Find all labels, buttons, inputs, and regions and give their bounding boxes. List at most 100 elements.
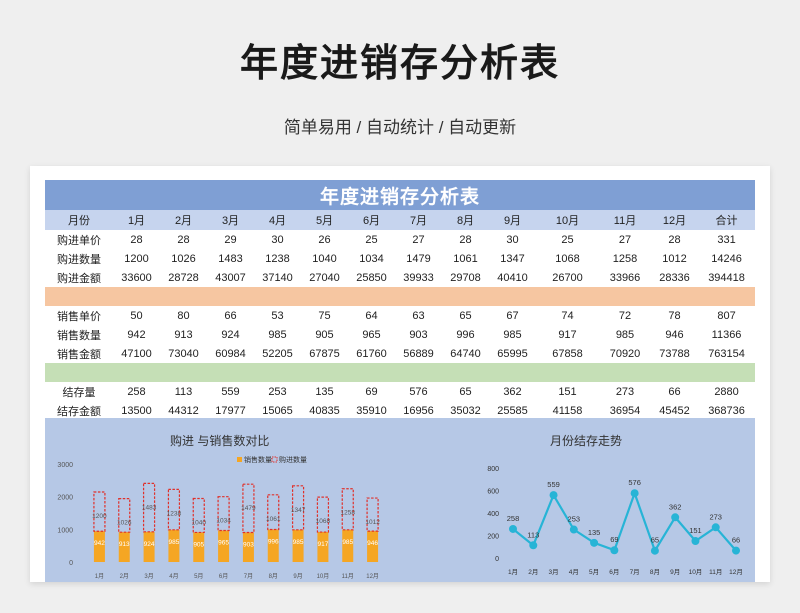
x-tick-label: 5月 xyxy=(589,568,599,576)
table-cell: 52205 xyxy=(262,347,293,360)
purchase-value-label: 1026 xyxy=(117,520,132,527)
column-header: 12月 xyxy=(651,210,698,230)
stock-value-label: 66 xyxy=(732,536,740,545)
legend-label: 购进数量 xyxy=(279,455,307,464)
purchase-value-label: 1483 xyxy=(142,504,157,511)
table-cell: 25585 xyxy=(497,404,528,417)
column-header: 11月 xyxy=(599,210,651,230)
stock-value-label: 151 xyxy=(689,526,702,535)
table-cell: 39933 xyxy=(403,271,434,284)
column-header: 8月 xyxy=(442,210,489,230)
table-cell: 913 xyxy=(174,328,193,341)
table-cell: 151 xyxy=(558,385,577,398)
x-tick-label: 1月 xyxy=(508,568,518,576)
y-tick-label: 400 xyxy=(487,511,499,518)
x-tick-label: 12月 xyxy=(729,568,743,576)
y-tick-label: 3000 xyxy=(57,462,73,469)
sales-bar xyxy=(242,532,254,562)
table-cell: 1238 xyxy=(265,252,290,265)
table-cell: 26700 xyxy=(552,271,583,284)
table-cell: 75 xyxy=(318,309,331,322)
x-tick-label: 8月 xyxy=(269,573,278,580)
column-header: 4月 xyxy=(254,210,301,230)
purchase-bar xyxy=(118,498,131,533)
sales-value-label: 985 xyxy=(168,539,179,546)
purchase-value-label: 1012 xyxy=(365,519,380,526)
table-cell: 72 xyxy=(618,309,632,322)
table-cell: 29 xyxy=(224,233,237,246)
table-cell: 368736 xyxy=(708,404,745,417)
stock-point xyxy=(711,523,720,532)
table-cell: 11366 xyxy=(711,328,742,341)
table-cell: 28 xyxy=(459,233,472,246)
x-tick-label: 3月 xyxy=(548,568,558,576)
x-tick-label: 2月 xyxy=(528,568,538,576)
table-cell: 56889 xyxy=(403,347,434,360)
y-tick-label: 2000 xyxy=(57,495,73,502)
x-tick-label: 11月 xyxy=(709,568,722,576)
stock-value-label: 258 xyxy=(507,514,520,523)
y-tick-label: 600 xyxy=(487,489,499,496)
table-cell: 946 xyxy=(665,328,684,341)
table-cell: 1034 xyxy=(359,252,384,265)
x-tick-label: 6月 xyxy=(219,573,228,580)
stock-point xyxy=(509,524,517,533)
table-cell: 942 xyxy=(127,328,146,341)
purchase-bar xyxy=(192,497,205,534)
bar-chart-svg: 0 1000 2000 3000 销售数量 购进数量 942 1200 1月 913 1026 2月 9… xyxy=(57,455,380,580)
purchase-row: 购进金额 33600 28728 43007 37140 27040 25850 39933 2… xyxy=(45,268,755,287)
purchase-sales-chart: 购进 与销售数对比 0 1000 2000 3000 销售数量 购进数量 942 1200 1月… xyxy=(45,418,400,582)
table-cell: 28336 xyxy=(659,271,690,284)
table-cell: 924 xyxy=(221,328,240,341)
stock-value-label: 576 xyxy=(628,478,641,487)
table-cell: 763154 xyxy=(708,347,745,360)
table-cell: 113 xyxy=(174,385,193,398)
table-cell: 35032 xyxy=(450,404,481,417)
purchase-value-label: 1347 xyxy=(291,507,306,514)
table-cell: 61760 xyxy=(356,347,387,360)
x-tick-label: 4月 xyxy=(569,568,579,576)
purchase-bar xyxy=(291,485,305,531)
table-cell: 66 xyxy=(668,385,681,398)
column-header: 10月 xyxy=(536,210,599,230)
legend-swatch xyxy=(237,457,242,462)
table-cell: 67 xyxy=(506,309,519,322)
y-tick-label: 200 xyxy=(487,534,499,541)
sales-bar xyxy=(218,530,230,562)
x-tick-label: 11月 xyxy=(342,573,354,580)
sales-value-label: 917 xyxy=(317,541,328,548)
table-cell: 74 xyxy=(561,309,574,322)
table-cell: 47100 xyxy=(121,347,152,360)
stock-point xyxy=(630,489,639,498)
sales-bar xyxy=(317,532,329,562)
stock-value-label: 362 xyxy=(669,502,682,511)
stock-value-label: 253 xyxy=(568,515,581,524)
row-label: 购进单价 xyxy=(57,234,101,247)
sales-bar xyxy=(267,529,279,562)
x-tick-label: 1月 xyxy=(95,573,104,580)
sales-row: 销售数量 942 913 924 985 905 965 903 996 985 917 985 946… xyxy=(45,325,755,344)
table-cell: 559 xyxy=(221,385,240,398)
table-cell: 965 xyxy=(362,328,381,341)
column-header: 1月 xyxy=(113,210,160,230)
table-cell: 917 xyxy=(558,328,577,341)
table-cell: 44312 xyxy=(168,404,199,417)
table-cell: 64740 xyxy=(450,347,481,360)
table-cell: 1026 xyxy=(171,252,196,265)
table-cell: 394418 xyxy=(708,271,745,284)
table-cell: 63 xyxy=(412,309,425,322)
row-label: 销售数量 xyxy=(57,329,101,342)
legend-swatch xyxy=(271,456,278,463)
sales-bar xyxy=(342,529,354,562)
column-header: 2月 xyxy=(160,210,207,230)
divider-cell xyxy=(45,363,756,382)
table-cell: 29708 xyxy=(450,271,481,284)
sales-bar xyxy=(93,531,105,562)
sales-value-label: 903 xyxy=(243,542,254,549)
table-cell: 1040 xyxy=(312,252,337,265)
table-cell: 50 xyxy=(130,309,143,322)
stock-value-label: 113 xyxy=(527,530,539,539)
table-cell: 78 xyxy=(668,309,681,322)
table-cell: 1068 xyxy=(555,252,580,265)
column-header: 9月 xyxy=(489,210,536,230)
